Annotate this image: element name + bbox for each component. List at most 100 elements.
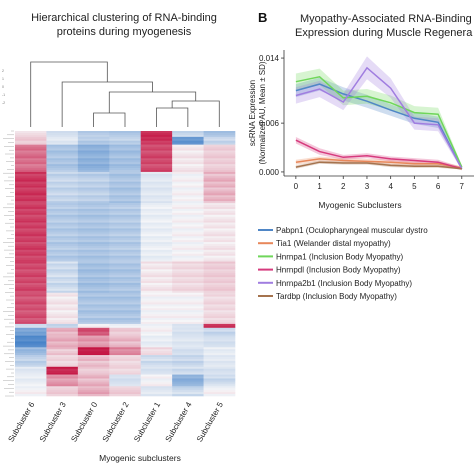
heatmap-cell bbox=[172, 357, 204, 360]
heatmap-cell bbox=[140, 212, 173, 216]
heatmap-cell bbox=[203, 232, 236, 235]
heatmap-cell bbox=[46, 166, 79, 169]
heatmap-cell bbox=[140, 321, 173, 325]
heatmap-cell bbox=[140, 203, 173, 206]
heatmap-cell bbox=[172, 148, 204, 151]
heatmap-cell bbox=[77, 208, 110, 212]
heatmap-cell bbox=[172, 144, 204, 147]
heatmap-cell bbox=[77, 312, 110, 315]
heatmap-cell bbox=[109, 376, 142, 379]
heatmap-cell bbox=[46, 132, 79, 136]
heatmap-cell bbox=[46, 193, 79, 196]
heatmap-cell bbox=[203, 140, 236, 143]
heatmap-cell bbox=[46, 150, 79, 153]
heatmap-cell bbox=[203, 131, 236, 134]
heatmap-cell bbox=[77, 238, 110, 241]
heatmap-cell bbox=[172, 164, 204, 167]
heatmap-cell bbox=[140, 160, 173, 163]
heatmap-cell bbox=[140, 166, 173, 169]
heatmap-cell bbox=[77, 323, 110, 327]
heatmap-cell bbox=[172, 236, 204, 239]
heatmap-cell bbox=[203, 382, 236, 385]
heatmap-cell bbox=[203, 390, 236, 393]
heatmap-cell bbox=[109, 191, 142, 194]
heatmap-cell bbox=[140, 142, 173, 145]
heatmap-cell bbox=[46, 351, 79, 354]
heatmap-cell bbox=[109, 368, 142, 371]
heatmap-cell bbox=[203, 316, 236, 319]
heatmap-cell bbox=[77, 355, 110, 358]
heatmap-cell bbox=[46, 168, 79, 171]
heatmap-cell bbox=[203, 218, 236, 221]
heatmap-cell bbox=[140, 286, 173, 290]
heatmap-cell bbox=[15, 187, 47, 190]
heatmap-cell bbox=[172, 226, 204, 229]
heatmap-cell bbox=[109, 316, 142, 319]
heatmap-cell bbox=[46, 372, 79, 375]
heatmap-cell bbox=[77, 244, 110, 247]
heatmap-cell bbox=[140, 316, 173, 319]
heatmap-cell bbox=[15, 277, 47, 280]
heatmap-cell bbox=[77, 228, 110, 231]
heatmap-cell bbox=[172, 302, 204, 305]
heatmap-cell bbox=[46, 216, 79, 219]
heatmap-cell bbox=[172, 290, 204, 294]
heatmap-cell bbox=[46, 376, 79, 379]
heatmap-cell bbox=[109, 360, 142, 364]
heatmap-cell bbox=[46, 267, 79, 270]
heatmap-cell bbox=[15, 386, 47, 389]
heatmap-cell bbox=[77, 327, 110, 331]
heatmap-cell bbox=[109, 349, 142, 352]
heatmap-cell bbox=[140, 308, 173, 311]
heatmap-cell bbox=[109, 355, 142, 358]
heatmap-cell bbox=[140, 232, 173, 235]
heatmap-cell bbox=[77, 339, 110, 342]
heatmap-cell bbox=[15, 201, 47, 204]
heatmap-cell bbox=[15, 308, 47, 311]
heatmap-cell bbox=[77, 144, 110, 147]
heatmap-cell bbox=[140, 152, 173, 155]
heatmap-cell bbox=[203, 206, 236, 210]
heatmap-cell bbox=[172, 206, 204, 210]
heatmap-cell bbox=[203, 351, 236, 354]
heatmap-cell bbox=[15, 247, 47, 251]
heatmap-cell bbox=[15, 162, 47, 165]
heatmap-cell bbox=[172, 169, 204, 173]
heatmap-cell bbox=[109, 351, 142, 354]
heatmap-cell bbox=[140, 140, 173, 143]
color-scale-tick: 1 bbox=[2, 77, 4, 81]
x-tick-label: 4 bbox=[388, 182, 393, 191]
heatmap-cell bbox=[140, 150, 173, 153]
heatmap-cell bbox=[77, 142, 110, 145]
heatmap-cell bbox=[46, 138, 79, 142]
heatmap-cell bbox=[77, 300, 110, 303]
heatmap-cell bbox=[77, 220, 110, 223]
heatmap-cell bbox=[77, 156, 110, 159]
heatmap-cell bbox=[15, 142, 47, 145]
heatmap-cell bbox=[46, 368, 79, 371]
heatmap-cell bbox=[109, 320, 142, 323]
heatmap-cell bbox=[46, 236, 79, 239]
heatmap-cell bbox=[77, 372, 110, 375]
heatmap-cell bbox=[15, 292, 47, 295]
heatmap-cell bbox=[140, 288, 173, 292]
heatmap-cell bbox=[172, 249, 204, 253]
heatmap-cell bbox=[109, 394, 142, 397]
heatmap-cell bbox=[77, 292, 110, 295]
heatmap-cell bbox=[77, 282, 110, 286]
heatmap-cell bbox=[203, 203, 236, 206]
heatmap-cell bbox=[203, 193, 236, 196]
heatmap-cell bbox=[203, 138, 236, 142]
heatmap-cell bbox=[15, 265, 47, 268]
heatmap-cell bbox=[203, 364, 236, 368]
heatmap-cell bbox=[203, 234, 236, 237]
heatmap-cell bbox=[203, 368, 236, 371]
heatmap-cell bbox=[172, 193, 204, 196]
heatmap-cell bbox=[46, 292, 79, 295]
heatmap-cell bbox=[46, 263, 79, 266]
heatmap-cell bbox=[46, 308, 79, 311]
heatmap-cell bbox=[140, 298, 173, 301]
heatmap-cell bbox=[140, 162, 173, 165]
heatmap-cell bbox=[172, 325, 204, 329]
heatmap-cell bbox=[46, 169, 79, 173]
